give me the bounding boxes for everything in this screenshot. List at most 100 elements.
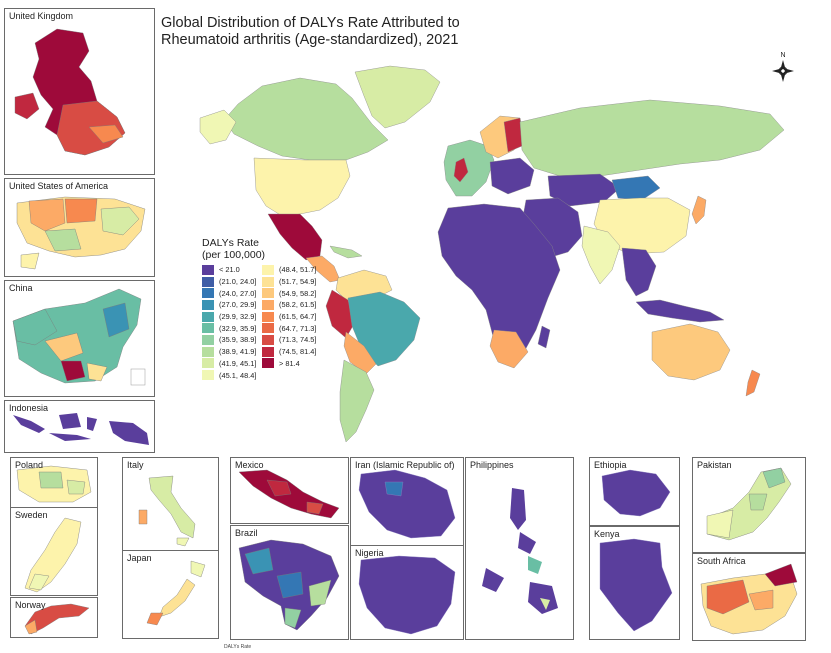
legend-item: (35.9, 38.9] xyxy=(202,334,256,346)
western-europe-region xyxy=(443,139,495,197)
inset-label: Italy xyxy=(127,460,144,470)
inset-label: Sweden xyxy=(15,510,48,520)
uk-region xyxy=(453,157,469,183)
norway-inset-map xyxy=(24,603,90,635)
footnote-text: DALYs Rate xyxy=(224,644,252,650)
inset-label: Poland xyxy=(15,460,44,470)
legend-swatch xyxy=(202,288,214,299)
inset-norway: Norway xyxy=(10,597,98,638)
legend-label: (48.4, 51.7] xyxy=(279,265,317,275)
legend-title: DALYs Rate xyxy=(202,237,259,249)
brazil-inset-map xyxy=(238,539,340,631)
eastern-europe-region xyxy=(489,157,535,195)
legend-item: (27.0, 29.9] xyxy=(202,299,256,311)
inset-label: Nigeria xyxy=(355,548,384,558)
legend-swatch xyxy=(262,323,274,334)
legend-item: (64.7, 71.3] xyxy=(262,322,316,334)
legend-swatch xyxy=(202,323,214,334)
legend-label: (58.2, 61.5] xyxy=(279,300,317,310)
inset-ethiopia: Ethiopia xyxy=(589,457,680,526)
japan-region xyxy=(691,195,707,225)
legend-label: (38.9, 41.9] xyxy=(219,347,257,357)
legend-swatch xyxy=(262,299,274,310)
legend-item: (45.1, 48.4] xyxy=(202,369,256,381)
south-africa-inset-map xyxy=(700,563,798,635)
greenland-region xyxy=(354,65,441,129)
indonesia-region xyxy=(635,299,725,323)
legend-column-left: < 21.0 (21.0, 24.0] (24.0, 27.0] (27.0, 29.… xyxy=(202,264,256,381)
legend-swatch xyxy=(262,276,274,287)
legend-label: (21.0, 24.0] xyxy=(219,277,257,287)
legend-label: (29.9, 32.9] xyxy=(219,312,257,322)
russia-region xyxy=(519,99,785,177)
inset-usa: United States of America xyxy=(4,178,155,277)
legend-item: (24.0, 27.0] xyxy=(202,287,256,299)
sweden-inset-map xyxy=(24,517,82,593)
southern-cone-region xyxy=(339,359,375,443)
legend-swatch xyxy=(202,299,214,310)
north-arrow-icon: N xyxy=(772,52,794,82)
inset-china: China xyxy=(4,280,155,397)
inset-south-africa: South Africa xyxy=(692,553,806,641)
inset-japan: Japan xyxy=(122,550,219,639)
legend-item: (29.9, 32.9] xyxy=(202,311,256,323)
inset-label: Pakistan xyxy=(697,460,732,470)
legend-label: (45.1, 48.4] xyxy=(219,370,257,380)
inset-label: Iran (Islamic Republic of) xyxy=(355,460,455,470)
legend-label: (71.3, 74.5] xyxy=(279,335,317,345)
legend-swatch xyxy=(262,288,274,299)
legend-swatch xyxy=(262,346,274,357)
legend-swatch xyxy=(202,334,214,345)
legend-label: (61.5, 64.7] xyxy=(279,312,317,322)
legend-label: (35.9, 38.9] xyxy=(219,335,257,345)
japan-inset-map xyxy=(146,560,206,626)
inset-united-kingdom: United Kingdom xyxy=(4,8,155,175)
india-region xyxy=(581,225,621,285)
inset-label: Philippines xyxy=(470,460,514,470)
italy-inset-map xyxy=(138,475,196,547)
north-label: N xyxy=(780,52,785,59)
legend-item: (51.7, 54.9] xyxy=(262,276,316,288)
legend-label: < 21.0 xyxy=(219,265,240,275)
legend-swatch xyxy=(202,264,214,275)
inset-mexico: Mexico xyxy=(230,457,349,524)
legend-column-right: (48.4, 51.7] (51.7, 54.9] (54.9, 58.2] (58.… xyxy=(262,264,316,369)
inset-label: Brazil xyxy=(235,528,258,538)
legend-label: (27.0, 29.9] xyxy=(219,300,257,310)
legend-swatch xyxy=(262,311,274,322)
pakistan-inset-map xyxy=(706,467,792,541)
legend-subtitle: (per 100,000) xyxy=(202,249,266,261)
southeast-asia-region xyxy=(621,247,657,297)
legend-item: (54.9, 58.2] xyxy=(262,287,316,299)
legend-swatch xyxy=(202,358,214,369)
nigeria-inset-map xyxy=(358,555,456,635)
inset-label: Kenya xyxy=(594,529,620,539)
inset-label: United Kingdom xyxy=(9,11,74,21)
inset-label: Norway xyxy=(15,600,46,610)
inset-brazil: Brazil xyxy=(230,525,349,640)
usa-inset-map xyxy=(16,196,146,270)
legend-label: (74.5, 81.4] xyxy=(279,347,317,357)
inset-nigeria: Nigeria xyxy=(350,545,464,640)
map-legend: DALYs Rate (per 100,000) < 21.0 (21.0, 24… xyxy=(202,237,352,397)
legend-item: (41.9, 45.1] xyxy=(202,358,256,370)
legend-swatch xyxy=(262,264,274,275)
inset-label: United States of America xyxy=(9,181,109,191)
iran-inset-map xyxy=(358,469,456,539)
legend-item: (48.4, 51.7] xyxy=(262,264,316,276)
inset-indonesia: Indonesia xyxy=(4,400,155,453)
alaska-region xyxy=(199,109,237,145)
legend-label: > 81.4 xyxy=(279,358,300,368)
usa-region xyxy=(253,157,351,217)
legend-label: (54.9, 58.2] xyxy=(279,288,317,298)
legend-label: (24.0, 27.0] xyxy=(219,288,257,298)
legend-label: (51.7, 54.9] xyxy=(279,277,317,287)
legend-item: (58.2, 61.5] xyxy=(262,299,316,311)
legend-item: (74.5, 81.4] xyxy=(262,346,316,358)
legend-item: (21.0, 24.0] xyxy=(202,276,256,288)
legend-item: (61.5, 64.7] xyxy=(262,311,316,323)
legend-item: (71.3, 74.5] xyxy=(262,334,316,346)
inset-label: Japan xyxy=(127,553,152,563)
caribbean-region xyxy=(329,245,363,259)
